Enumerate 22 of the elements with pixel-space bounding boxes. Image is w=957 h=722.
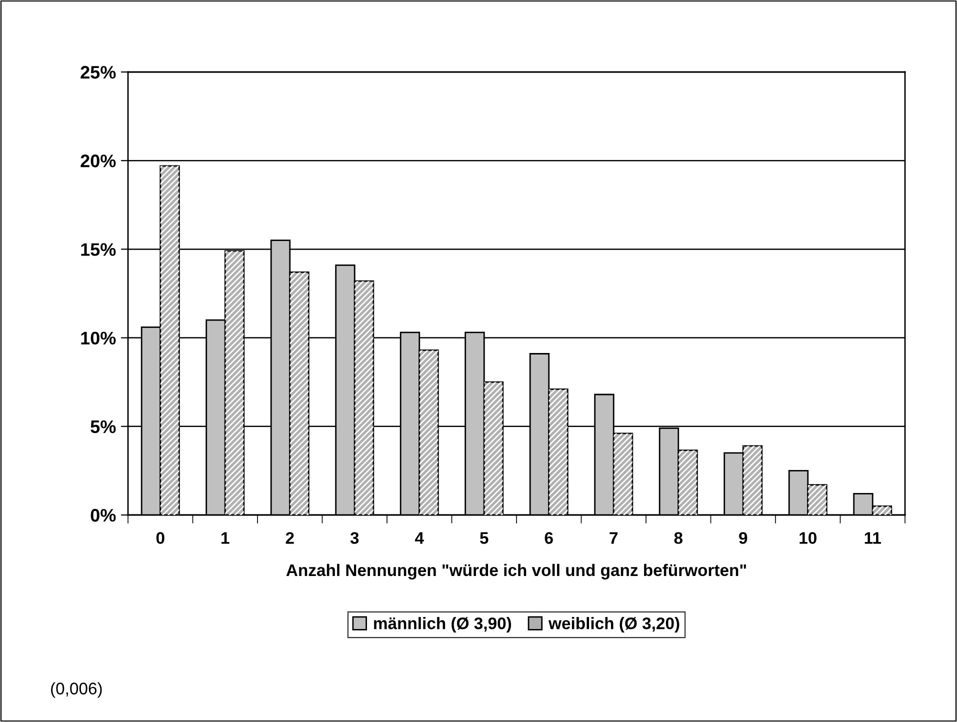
y-tick-label: 25% [80,66,116,79]
x-tick-label: 3 [350,532,359,544]
x-tick-label: 4 [414,532,424,544]
text: (0,006) [51,682,102,698]
y-tick-label: 5% [90,420,116,434]
x-tick-label: 10 [800,532,816,544]
x-tick-label: 1 [222,532,230,544]
legend-label: weiblich (Ø 3,20) [548,617,680,633]
y-tick-label: 10% [81,332,116,345]
y-tick-label: 0% [90,508,116,522]
x-tick-label: 0 [156,532,164,544]
legend-label: männlich (Ø 3,90) [374,617,512,633]
x-tick-label: 2 [286,532,294,544]
x-tick-label: 7 [610,532,618,544]
x-tick-label: 5 [480,532,488,544]
x-tick-label: 8 [674,532,682,544]
y-tick-label: 20% [80,154,116,168]
x-tick-label: 9 [739,532,748,544]
x-tick-label: 11 [864,532,881,544]
x-axis-title: Anzahl Nennungen "würde ich voll und ganz befürworten" [286,564,746,580]
y-tick-label: 15% [81,243,116,256]
x-tick-label: 6 [544,532,553,544]
